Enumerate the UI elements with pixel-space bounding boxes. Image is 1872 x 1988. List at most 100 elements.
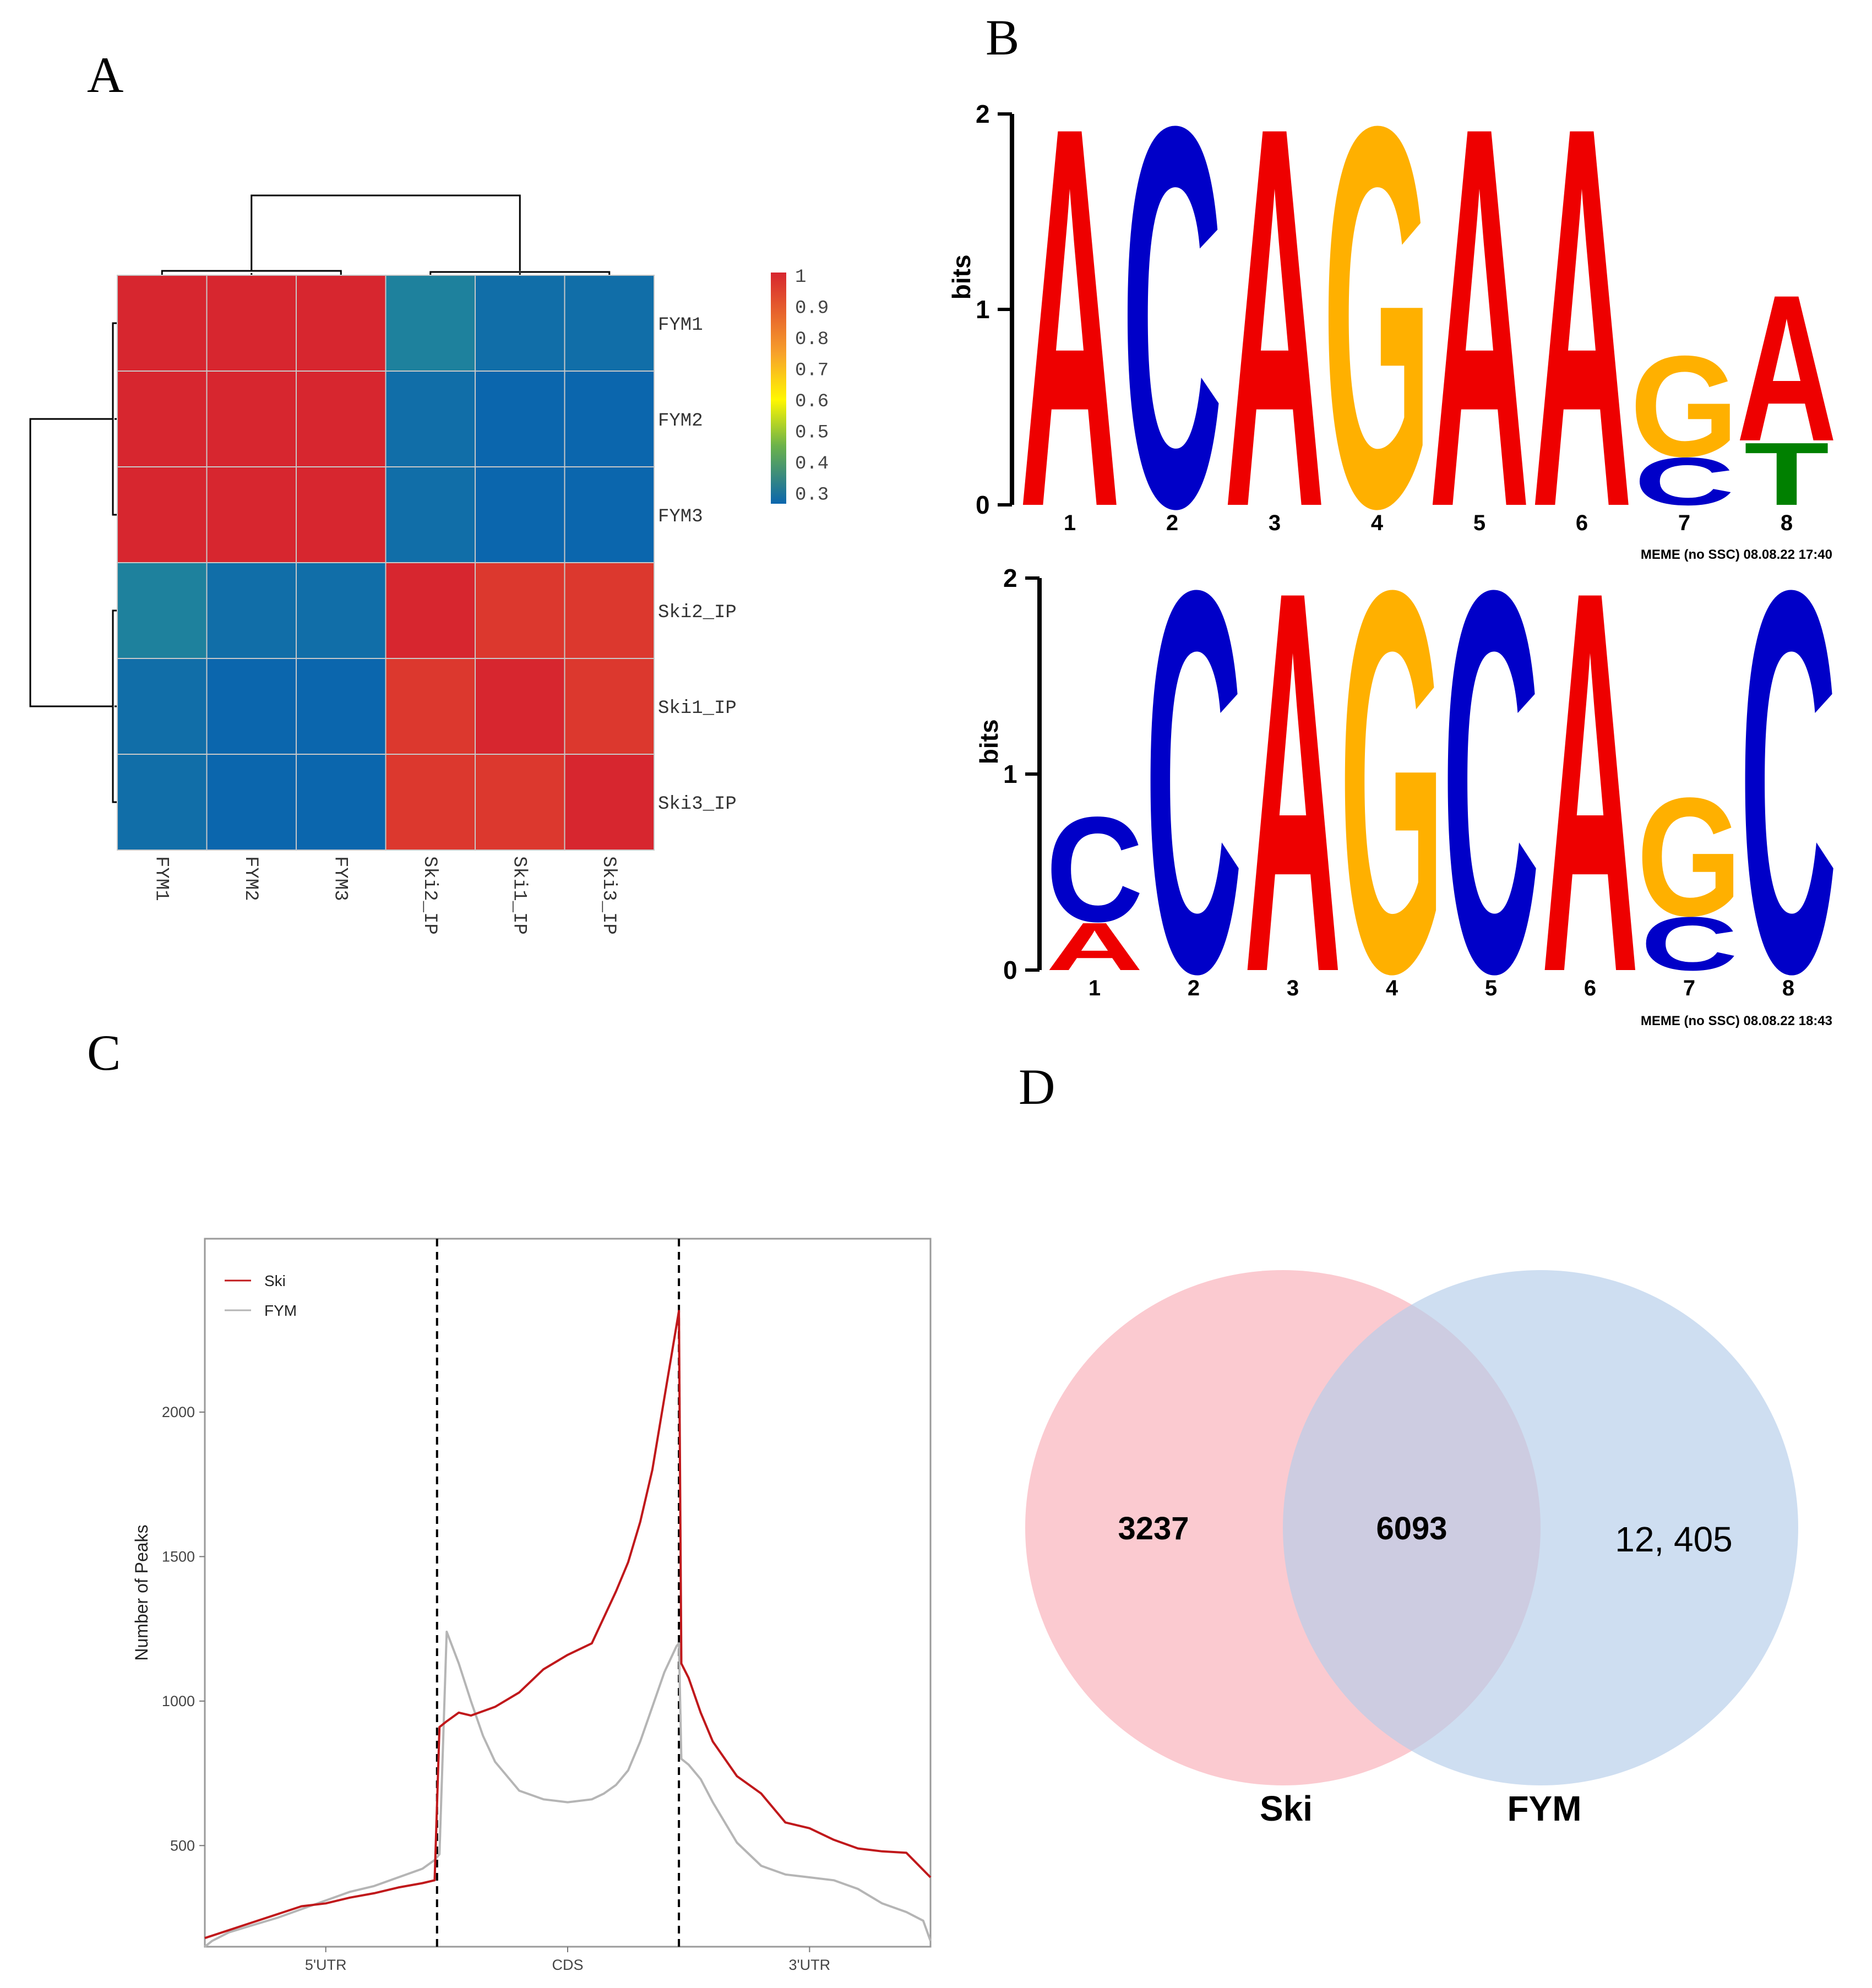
y-axis-ticks: 500 1000 1500 2000 (162, 1404, 205, 1854)
heatmap-cell-FYM1-Ski1_IP (475, 275, 565, 372)
chart-legend: Ski FYM (225, 1272, 297, 1319)
panel-label-c: C (87, 1025, 121, 1081)
heatmap-cell-Ski3_IP-Ski2_IP (385, 754, 476, 851)
heatmap-cell-Ski2_IP-Ski2_IP (385, 562, 476, 659)
logo-letter-G: G (1340, 477, 1445, 1086)
y-tick-label: 1500 (162, 1548, 195, 1565)
logo-letter-A: A (1225, 13, 1325, 620)
logo-position-label: 7 (1683, 976, 1695, 1000)
heatmap-cell-Ski1_IP-Ski2_IP (385, 658, 476, 755)
y-tick-label: 2000 (162, 1404, 195, 1420)
logo-caption: MEME (no SSC) 08.08.22 18:43 (1641, 1014, 1832, 1028)
heatmap-cell-FYM2-Ski2_IP (385, 371, 476, 467)
heatmap-cell-Ski3_IP-Ski3_IP (564, 754, 655, 851)
heatmap-cell-FYM3-FYM3 (296, 466, 387, 563)
logo-letter-C: C (1122, 13, 1223, 620)
logo-position-label: 1 (1064, 511, 1076, 535)
logo-y-tick-label: 1 (1003, 760, 1017, 788)
logo-letter-G: G (1630, 326, 1739, 487)
logo-letter-A: A (1737, 252, 1837, 485)
logo-position-label: 3 (1287, 976, 1299, 1000)
logo-y-label: bits (947, 254, 976, 299)
logo-letter-C: C (1641, 901, 1738, 986)
logo-letter-C: C (1740, 477, 1837, 1086)
heatmap-cell-Ski3_IP-FYM2 (206, 754, 297, 851)
legend-label-fym: FYM (264, 1302, 297, 1319)
logo-y-label: bits (975, 719, 1003, 764)
heatmap-column-label: FYM3 (329, 856, 350, 901)
heatmap-cell-Ski2_IP-FYM1 (117, 562, 208, 659)
logo-position-label: 6 (1576, 511, 1588, 535)
heatmap-cell-Ski2_IP-Ski3_IP (564, 562, 655, 659)
logo-position-label: 6 (1584, 976, 1596, 1000)
dendrogram-branch (112, 609, 117, 803)
logo-letter-C: C (1046, 786, 1144, 953)
heatmap-cell-FYM3-Ski3_IP (564, 466, 655, 563)
logo-letter-A: A (1020, 13, 1120, 620)
y-axis-label: Number of Peaks (132, 1524, 151, 1660)
heatmap-column-label: FYM2 (240, 856, 261, 901)
x-region-label: 3'UTR (788, 1957, 830, 1973)
heatmap-cell-Ski1_IP-Ski1_IP (475, 658, 565, 755)
logo-position-label: 5 (1485, 976, 1497, 1000)
venn-set-label-ski: Ski (1260, 1789, 1313, 1828)
logo-letter-A: A (1532, 13, 1632, 620)
heatmap-column-labels: FYM1 FYM2 FYM3 Ski2_IP Ski1_IP Ski3_IP (150, 856, 619, 935)
heatmap-column-label: Ski1_IP (508, 856, 529, 935)
heatmap-legend-tick: 0.6 (795, 391, 829, 412)
heatmap-cell-FYM1-FYM3 (296, 275, 387, 372)
venn-circle-fym (1283, 1270, 1798, 1785)
logo-position-label: 4 (1386, 976, 1398, 1000)
panel-label-d: D (1019, 1059, 1055, 1115)
heatmap-cell-Ski1_IP-FYM1 (117, 658, 208, 755)
heatmap-dendrograms (29, 194, 611, 803)
heatmap-cell-FYM2-Ski1_IP (475, 371, 565, 467)
heatmap-cell-FYM1-Ski2_IP (385, 275, 476, 372)
venn-overlap-count: 6093 (1376, 1511, 1447, 1546)
logo-letter-C: C (1443, 477, 1540, 1086)
logo-position-label: 4 (1371, 511, 1384, 535)
dendrogram-branch (251, 194, 521, 271)
logo-position-label: 8 (1781, 511, 1793, 535)
heatmap-cell-FYM1-Ski3_IP (564, 275, 655, 372)
logo-y-tick-label: 0 (976, 491, 990, 519)
heatmap-colorbar (771, 273, 786, 504)
heatmap-column-label: Ski2_IP (419, 856, 440, 935)
logo-letter-A: A (1244, 477, 1342, 1086)
heatmap-column-label: FYM1 (150, 856, 171, 901)
y-tick-label: 500 (170, 1837, 195, 1854)
heatmap-cell-Ski3_IP-Ski1_IP (475, 754, 565, 851)
heatmap-cell-FYM2-FYM2 (206, 371, 297, 467)
chart-series (204, 1310, 932, 1948)
series-line-ski (204, 1310, 932, 1940)
x-region-label: CDS (552, 1957, 583, 1973)
panel-label-b: B (986, 9, 1020, 66)
heatmap-row-label: FYM1 (658, 315, 703, 336)
logo-y-tick-label: 1 (976, 295, 990, 324)
heatmap-cells (117, 275, 655, 851)
series-line-fym (204, 1630, 932, 1948)
legend-label-ski: Ski (264, 1272, 286, 1289)
logo-position-label: 3 (1269, 511, 1281, 535)
logo-y-tick-label: 2 (976, 100, 990, 128)
logo-letter-C: C (1145, 477, 1243, 1086)
logo-letter-G: G (1323, 13, 1432, 620)
logo-y-tick-label: 2 (1003, 564, 1017, 592)
y-tick-label: 1000 (162, 1693, 195, 1709)
logo-position-label: 7 (1678, 511, 1690, 535)
heatmap-cell-FYM3-Ski2_IP (385, 466, 476, 563)
heatmap-legend-tick: 0.5 (795, 423, 829, 444)
venn-fym-only-count: 12, 405 (1615, 1519, 1733, 1559)
logo-letter-C: C (1634, 444, 1735, 519)
logo-letter-A: A (1046, 909, 1144, 985)
x-axis-region-labels: 5'UTR CDS 3'UTR (305, 1947, 830, 1973)
heatmap-cell-Ski2_IP-Ski1_IP (475, 562, 565, 659)
logo-letter-A: A (1542, 477, 1639, 1086)
heatmap-legend-tick: 0.3 (795, 485, 829, 506)
logo-position-label: 8 (1782, 976, 1794, 1000)
